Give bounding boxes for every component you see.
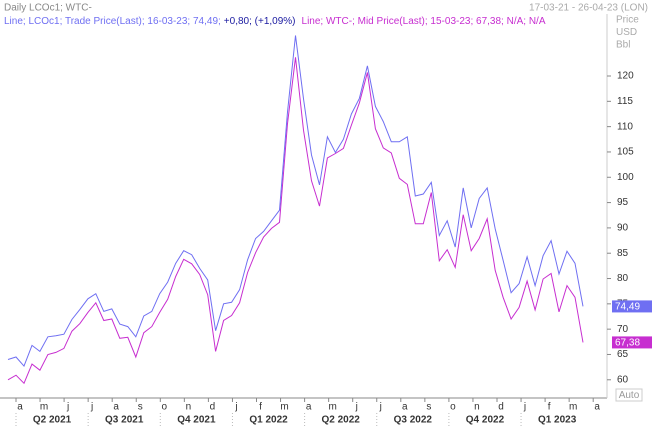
month-label: m: [328, 402, 336, 413]
y-tick-label: 80: [617, 273, 629, 284]
legend-entry: Line; LCOc1; Trade Price(Last); 16-03-23…: [4, 16, 221, 27]
series-line: [7, 35, 584, 368]
last-value-box: [612, 336, 652, 349]
quarter-label: Q3 2022: [394, 415, 433, 426]
month-label: m: [40, 402, 48, 413]
date-range: 17-03-21 - 26-04-23 (LON): [529, 3, 648, 14]
y-tick-label: 60: [617, 374, 629, 385]
quarter-label: Q4 2021: [177, 415, 216, 426]
y-axis-label: USD: [616, 27, 637, 38]
month-label: n: [474, 402, 480, 413]
last-value-label: 67,38: [615, 338, 640, 349]
month-label: o: [162, 402, 168, 413]
y-axis-label: Price: [616, 15, 639, 26]
y-tick-label: 90: [617, 223, 629, 234]
y-tick-label: 65: [617, 349, 629, 360]
month-label: j: [234, 402, 237, 413]
legend-entry: Line; WTC-; Mid Price(Last); 15-03-23; 6…: [302, 16, 546, 27]
y-tick-label: 115: [617, 96, 633, 107]
quarter-label: Q1 2023: [538, 415, 577, 426]
month-label: d: [210, 402, 216, 413]
month-label: s: [138, 402, 143, 413]
month-label: s: [426, 402, 431, 413]
quarter-label: Q1 2022: [249, 415, 288, 426]
month-label: m: [569, 402, 577, 413]
y-tick-label: 100: [617, 172, 634, 183]
scale-mode[interactable]: Auto: [619, 390, 640, 401]
month-label: j: [355, 402, 358, 413]
month-label: a: [306, 402, 312, 413]
y-axis-label: Bbl: [616, 40, 630, 51]
month-label: m: [280, 402, 288, 413]
y-tick-label: 95: [617, 197, 629, 208]
y-tick-label: 110: [617, 121, 633, 132]
month-label: f: [259, 402, 262, 413]
month-label: j: [66, 402, 69, 413]
month-label: j: [379, 402, 382, 413]
month-label: n: [186, 402, 192, 413]
quarter-label: Q4 2022: [466, 415, 505, 426]
month-label: o: [450, 402, 456, 413]
last-value-label: 74,49: [615, 302, 640, 313]
y-tick-label: 120: [617, 71, 634, 82]
month-label: a: [594, 402, 600, 413]
last-value-box: [612, 300, 652, 313]
month-label: a: [17, 402, 23, 413]
y-tick-label: 70: [617, 324, 629, 335]
series-line: [7, 57, 584, 385]
month-label: j: [90, 402, 93, 413]
month-label: d: [498, 402, 504, 413]
scale-mode-box[interactable]: [615, 388, 643, 402]
legend: Line; LCOc1; Trade Price(Last); 16-03-23…: [4, 16, 546, 27]
quarter-label: Q2 2022: [321, 415, 360, 426]
month-label: f: [548, 402, 551, 413]
quarter-label: Q3 2021: [105, 415, 144, 426]
y-tick-label: 105: [617, 147, 634, 158]
y-tick-label: 85: [617, 248, 629, 259]
legend-change: +0,80; (+1,09%): [224, 16, 296, 27]
chart-title: Daily LCOc1; WTC-: [4, 3, 92, 14]
month-label: a: [402, 402, 408, 413]
month-label: j: [523, 402, 526, 413]
month-label: a: [113, 402, 119, 413]
quarter-label: Q2 2021: [33, 415, 72, 426]
